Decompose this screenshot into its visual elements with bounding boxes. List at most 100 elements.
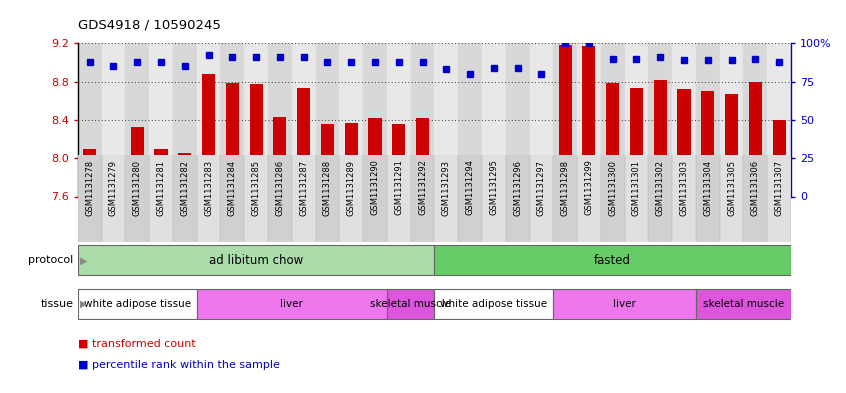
Bar — [387, 288, 435, 319]
Text: GSM1131290: GSM1131290 — [371, 160, 380, 215]
Bar — [393, 124, 405, 196]
Text: GSM1131302: GSM1131302 — [656, 160, 665, 215]
Bar — [131, 127, 144, 196]
Text: liver: liver — [613, 299, 636, 309]
Bar — [558, 45, 572, 196]
Bar — [678, 89, 690, 196]
Bar — [321, 124, 334, 196]
Text: GSM1131284: GSM1131284 — [228, 160, 237, 215]
Bar — [369, 118, 382, 196]
Text: GSM1131307: GSM1131307 — [775, 160, 783, 216]
Text: skeletal muscle: skeletal muscle — [703, 299, 784, 309]
Bar — [624, 43, 648, 196]
Bar — [672, 155, 696, 242]
Text: skeletal muscle: skeletal muscle — [370, 299, 451, 309]
Bar — [250, 84, 262, 196]
Bar — [435, 288, 553, 319]
Bar — [530, 43, 553, 196]
Text: GSM1131288: GSM1131288 — [323, 160, 332, 216]
Bar — [435, 43, 459, 196]
Bar — [672, 43, 696, 196]
Bar — [582, 46, 596, 196]
Text: GSM1131282: GSM1131282 — [180, 160, 190, 215]
Text: GSM1131297: GSM1131297 — [537, 160, 546, 215]
Bar — [292, 43, 316, 196]
Bar — [459, 43, 482, 196]
Bar — [125, 43, 149, 196]
Bar — [744, 155, 767, 242]
Bar — [149, 43, 173, 196]
Bar — [630, 88, 643, 196]
Bar — [553, 43, 577, 196]
Text: ■ percentile rank within the sample: ■ percentile rank within the sample — [78, 360, 280, 371]
Bar — [78, 155, 102, 242]
Text: ■ transformed count: ■ transformed count — [78, 339, 195, 349]
Bar — [767, 155, 791, 242]
Bar — [107, 155, 120, 196]
Bar — [506, 43, 530, 196]
Bar — [363, 155, 387, 242]
Text: GSM1131296: GSM1131296 — [514, 160, 522, 215]
Bar — [459, 155, 482, 242]
Bar — [244, 155, 268, 242]
Bar — [125, 155, 149, 242]
Bar — [535, 177, 548, 196]
Bar — [155, 149, 168, 196]
Bar — [102, 43, 125, 196]
Bar — [464, 192, 476, 196]
Bar — [725, 94, 738, 196]
Bar — [601, 155, 624, 242]
Bar — [416, 118, 429, 196]
Bar — [607, 83, 619, 196]
Bar — [363, 43, 387, 196]
Bar — [297, 88, 310, 196]
Bar — [196, 43, 221, 196]
Bar — [482, 43, 506, 196]
Bar — [387, 155, 410, 242]
Bar — [553, 155, 577, 242]
Text: GDS4918 / 10590245: GDS4918 / 10590245 — [78, 18, 221, 31]
Bar — [701, 91, 714, 196]
Text: GSM1131301: GSM1131301 — [632, 160, 641, 215]
Text: GSM1131292: GSM1131292 — [418, 160, 427, 215]
Bar — [221, 43, 244, 196]
Text: protocol: protocol — [29, 255, 74, 265]
Text: GSM1131279: GSM1131279 — [109, 160, 118, 215]
Bar — [696, 43, 720, 196]
Bar — [268, 43, 292, 196]
Bar — [696, 288, 791, 319]
Text: GSM1131303: GSM1131303 — [679, 160, 689, 216]
Bar — [749, 81, 762, 196]
Bar — [78, 288, 196, 319]
Bar — [268, 155, 292, 242]
Bar — [772, 120, 786, 196]
Text: GSM1131285: GSM1131285 — [251, 160, 261, 215]
Text: fasted: fasted — [594, 254, 631, 267]
Bar — [221, 155, 244, 242]
Bar — [410, 155, 435, 242]
Bar — [226, 83, 239, 196]
Text: GSM1131295: GSM1131295 — [489, 160, 498, 215]
Bar — [482, 155, 506, 242]
Bar — [344, 123, 358, 196]
Text: GSM1131293: GSM1131293 — [442, 160, 451, 215]
Text: GSM1131283: GSM1131283 — [204, 160, 213, 216]
Bar — [624, 155, 648, 242]
Bar — [179, 153, 191, 196]
Bar — [696, 155, 720, 242]
Text: ▶: ▶ — [80, 255, 87, 265]
Text: GSM1131305: GSM1131305 — [727, 160, 736, 215]
Text: GSM1131280: GSM1131280 — [133, 160, 142, 215]
Bar — [196, 155, 221, 242]
Text: GSM1131306: GSM1131306 — [751, 160, 760, 216]
Text: GSM1131304: GSM1131304 — [703, 160, 712, 215]
Text: ▶: ▶ — [80, 299, 87, 309]
Bar — [83, 149, 96, 196]
Bar — [720, 155, 744, 242]
Text: tissue: tissue — [41, 299, 74, 309]
Bar — [78, 43, 102, 196]
Bar — [387, 43, 410, 196]
Bar — [292, 155, 316, 242]
Bar — [173, 155, 196, 242]
Bar — [648, 43, 672, 196]
